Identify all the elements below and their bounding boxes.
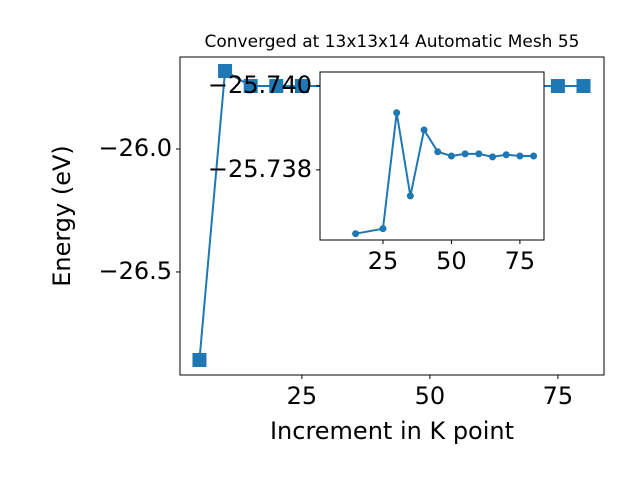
marker [218, 64, 233, 79]
marker [243, 79, 258, 94]
x-tick-label: 75 [543, 382, 574, 410]
marker [406, 192, 414, 200]
marker [192, 352, 207, 367]
marker [434, 148, 442, 156]
marker [447, 152, 455, 160]
marker [530, 152, 538, 160]
marker [379, 225, 387, 233]
marker [550, 79, 565, 94]
x-tick-label: 50 [436, 247, 467, 275]
x-tick-label: 50 [415, 382, 446, 410]
x-tick-label: 25 [287, 382, 318, 410]
x-tick-label: 75 [505, 247, 536, 275]
chart-title: Converged at 13x13x14 Automatic Mesh 55 [205, 32, 580, 52]
axes-frame [319, 71, 545, 241]
y-tick-label: −26.0 [98, 134, 172, 162]
y-axis-label: Energy (eV) [48, 145, 76, 287]
x-tick-label: 25 [368, 247, 399, 275]
x-axis-label: Increment in K point [270, 417, 514, 445]
marker [475, 150, 483, 158]
marker [294, 79, 309, 94]
y-tick-label: −25.740 [208, 71, 312, 99]
axes-frame [179, 56, 605, 376]
marker [393, 109, 401, 117]
marker [352, 230, 360, 238]
y-tick-label: −26.5 [98, 257, 172, 285]
marker [516, 152, 524, 160]
marker [420, 126, 428, 134]
marker [489, 153, 497, 161]
marker [502, 151, 510, 159]
y-tick-label: −25.738 [208, 155, 312, 183]
marker [576, 79, 591, 94]
marker [461, 150, 469, 158]
plot-data [352, 109, 538, 238]
marker [269, 79, 284, 94]
